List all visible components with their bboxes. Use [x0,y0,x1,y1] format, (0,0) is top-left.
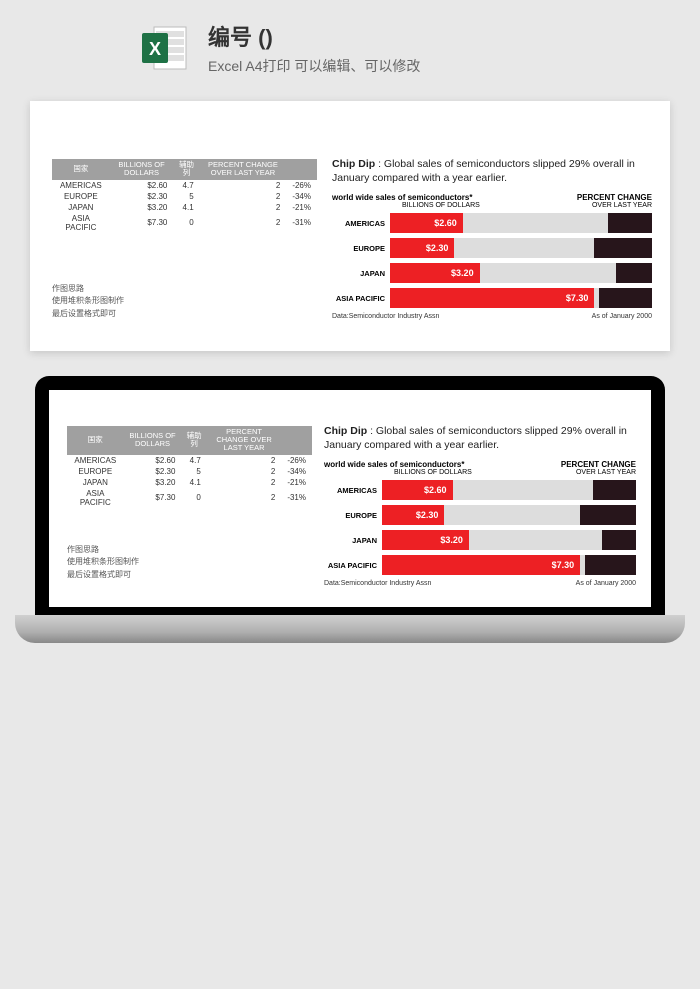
chip-dip-title: Chip Dip : Global sales of semiconductor… [324,424,636,452]
bar-label: ASIA PACIFIC [324,561,382,570]
bar-label: ASIA PACIFIC [332,294,390,303]
bar-row: ASIA PACIFIC$7.30 [324,555,636,575]
bar-negative [580,505,636,525]
page-subtitle: Excel A4打印 可以编辑、可以修改 [208,56,420,76]
bar-chart: world wide sales of semiconductors* PERC… [324,460,636,587]
chart-title: world wide sales of semiconductors* [332,193,472,202]
note-line: 最后设置格式即可 [67,569,312,582]
excel-icon: X [140,23,190,73]
table-header [286,159,317,180]
chart-subhead-left: BILLIONS OF DOLLARS [332,202,480,209]
bar-negative [616,263,652,283]
table-header: PERCENT CHANGE OVER LAST YEAR [200,159,287,180]
table-header: PERCENT CHANGE OVER LAST YEAR [207,426,281,455]
table-row: EUROPE$2.3052-34% [52,191,317,202]
bar-label: JAPAN [324,536,382,545]
table-header [281,426,312,455]
table-row: AMERICAS$2.604.72-26% [52,180,317,191]
right-column: Chip Dip : Global sales of semiconductor… [332,131,652,321]
bar-row: ASIA PACIFIC$7.30 [332,288,652,308]
table-row: ASIA PACIFIC$7.3002-31% [67,488,312,508]
table-row: JAPAN$3.204.12-21% [52,202,317,213]
chart-footer-left: Data:Semiconductor Industry Assn [332,313,439,320]
page-header: X 编号 () Excel A4打印 可以编辑、可以修改 [0,10,700,91]
left-column: 国家BILLIONS OF DOLLARS辅助列PERCENT CHANGE O… [52,131,317,321]
bar-track: $2.60 [390,213,652,233]
bar-negative [593,480,636,500]
chart-bars: AMERICAS$2.60 EUROPE$2.30 JAPAN$3.20 ASIA P… [324,480,636,575]
table-header: 辅助列 [173,159,199,180]
bar-track: $3.20 [382,530,636,550]
bar-row: AMERICAS$2.60 [324,480,636,500]
bar-row: AMERICAS$2.60 [332,213,652,233]
bar-positive: $2.60 [390,213,463,233]
bar-track: $7.30 [382,555,636,575]
data-table: 国家BILLIONS OF DOLLARS辅助列PERCENT CHANGE O… [67,426,312,508]
bar-positive: $7.30 [382,555,580,575]
table-row: EUROPE$2.3052-34% [67,466,312,477]
data-table: 国家BILLIONS OF DOLLARS辅助列PERCENT CHANGE O… [52,159,317,233]
page-title: 编号 () [208,20,420,52]
table-row: JAPAN$3.204.12-21% [67,477,312,488]
bar-row: EUROPE$2.30 [332,238,652,258]
bar-track: $2.30 [390,238,652,258]
bar-chart: world wide sales of semiconductors* PERC… [332,193,652,320]
bar-positive: $2.30 [390,238,454,258]
bar-positive: $2.60 [382,480,453,500]
table-header: BILLIONS OF DOLLARS [110,159,174,180]
note-line: 作图思路 [52,283,317,296]
bar-positive: $2.30 [382,505,444,525]
bar-negative [599,288,652,308]
bar-row: JAPAN$3.20 [332,263,652,283]
note-line: 使用堆积条形图制作 [67,556,312,569]
table-header: 国家 [52,159,110,180]
bar-negative [594,238,652,258]
bar-negative [602,530,637,550]
bar-track: $3.20 [390,263,652,283]
bar-label: EUROPE [332,244,390,253]
table-header: 辅助列 [181,426,206,455]
laptop-mockup: 国家BILLIONS OF DOLLARS辅助列PERCENT CHANGE O… [15,376,685,643]
chart-subhead-right: OVER LAST YEAR [592,202,652,209]
bar-positive: $3.20 [390,263,480,283]
svg-text:X: X [149,39,161,59]
note-line: 最后设置格式即可 [52,308,317,321]
bar-positive: $3.20 [382,530,469,550]
laptop-screen: 国家BILLIONS OF DOLLARS辅助列PERCENT CHANGE O… [35,376,665,615]
bar-track: $2.60 [382,480,636,500]
chip-dip-title: Chip Dip : Global sales of semiconductor… [332,157,652,185]
bar-negative [608,213,652,233]
bar-row: JAPAN$3.20 [324,530,636,550]
laptop-content: 国家BILLIONS OF DOLLARS辅助列PERCENT CHANGE O… [49,390,651,607]
chart-bars: AMERICAS$2.60 EUROPE$2.30 JAPAN$3.20 ASIA P… [332,213,652,308]
note-line: 作图思路 [67,544,312,557]
table-row: ASIA PACIFIC$7.3002-31% [52,213,317,233]
bar-negative [585,555,636,575]
table-header: 国家 [67,426,124,455]
chart-right-head: PERCENT CHANGE [577,193,652,202]
bar-label: AMERICAS [324,486,382,495]
table-row: AMERICAS$2.604.72-26% [67,455,312,466]
note-line: 使用堆积条形图制作 [52,295,317,308]
bar-positive: $7.30 [390,288,594,308]
bar-label: EUROPE [324,511,382,520]
bar-label: AMERICAS [332,219,390,228]
chart-footer-right: As of January 2000 [592,313,652,320]
table-header: BILLIONS OF DOLLARS [124,426,182,455]
bar-track: $2.30 [382,505,636,525]
bar-track: $7.30 [390,288,652,308]
notes-block: 作图思路 使用堆积条形图制作 最后设置格式即可 [52,283,317,321]
bar-label: JAPAN [332,269,390,278]
bar-row: EUROPE$2.30 [324,505,636,525]
laptop-base [15,615,685,643]
preview-card-top: 国家BILLIONS OF DOLLARS辅助列PERCENT CHANGE O… [30,101,670,351]
